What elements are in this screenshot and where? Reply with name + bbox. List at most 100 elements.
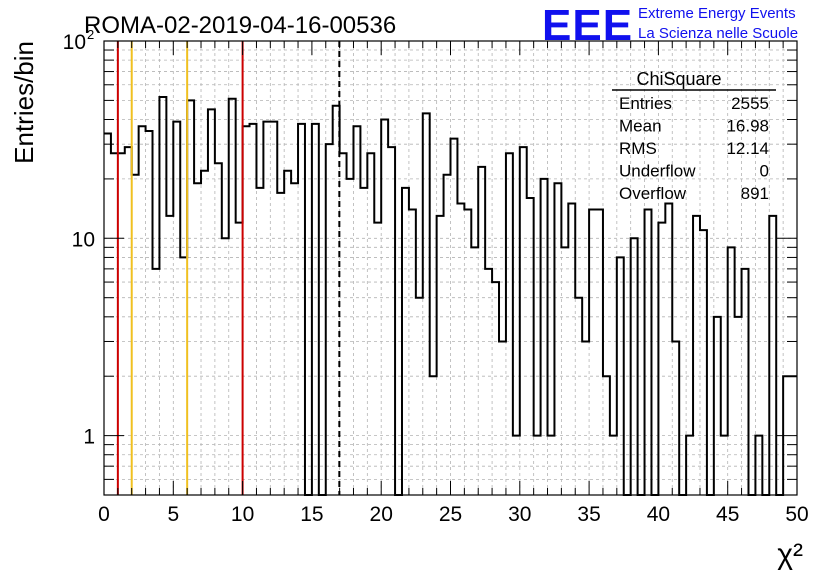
histogram-bin [263, 122, 270, 495]
histogram-bin [173, 122, 180, 495]
stats-row-label: RMS [619, 139, 657, 158]
histogram-bin [527, 198, 534, 495]
histogram-bin [243, 126, 250, 495]
histogram-bin [340, 153, 347, 495]
stats-row-label: Overflow [619, 184, 687, 203]
x-tick-label: 40 [647, 503, 670, 526]
histogram-bin [388, 147, 395, 495]
histogram-bin [603, 376, 610, 495]
histogram-bin [409, 209, 416, 495]
eee-logo: EEE Extreme Energy Events La Scienza nel… [542, 1, 798, 50]
histogram-bin [298, 124, 305, 495]
x-tick-label: 30 [508, 503, 531, 526]
x-tick-label: 35 [577, 503, 600, 526]
stats-row-label: Underflow [619, 162, 696, 181]
x-tick-label: 5 [167, 503, 179, 526]
histogram-bin [430, 376, 437, 495]
histogram-bin [735, 317, 742, 495]
histogram-bin [312, 124, 319, 495]
histogram-bin [159, 97, 166, 495]
histogram-bin [596, 209, 603, 495]
histogram-bin [353, 126, 360, 495]
histogram-bin [617, 257, 624, 495]
histogram-bin [554, 183, 561, 495]
vertical-lines-layer [116, 41, 341, 495]
eee-logo-line2: La Scienza nelle Scuole [638, 25, 798, 42]
x-tick-label: 10 [231, 503, 254, 526]
histogram-bin [755, 436, 762, 495]
eee-logo-mark: EEE [542, 1, 633, 50]
histogram-bin [451, 139, 458, 495]
histogram-bin [374, 223, 381, 495]
histogram-bin [457, 204, 464, 495]
stats-row-label: Mean [619, 117, 662, 136]
histogram-bin [534, 436, 541, 495]
histogram-bin [187, 100, 194, 495]
histogram-bin [360, 188, 367, 495]
histogram-bin [665, 204, 672, 495]
histogram-bin [291, 183, 298, 495]
histogram-bin [347, 179, 354, 495]
x-tick-label: 0 [98, 503, 110, 526]
histogram-bin [714, 317, 721, 495]
histogram-bin [444, 175, 451, 495]
histogram-bin [506, 153, 513, 495]
stats-rows: Entries 2555 Mean 16.98 RMS 12.14 Underflow 0 Ov… [619, 94, 769, 203]
x-tick-label: 25 [439, 503, 462, 526]
x-axis-title: χ² [777, 538, 803, 571]
histogram-bin [464, 209, 471, 495]
histogram-bin [423, 113, 430, 495]
histogram-bin [146, 131, 153, 495]
histogram-bin [229, 99, 236, 495]
histogram-bin [194, 183, 201, 495]
histogram-bin [125, 147, 132, 495]
y-tick-label: 10 [72, 228, 95, 251]
histogram-bin [208, 109, 215, 495]
axis-ticks [103, 40, 798, 496]
histogram-bin [326, 144, 333, 495]
histogram-bin [236, 223, 243, 495]
x-tick-label: 50 [785, 503, 808, 526]
y-tick-label: 10 [63, 31, 86, 54]
stats-row-value: 12.14 [726, 139, 769, 158]
histogram-bin [478, 167, 485, 495]
histogram-bin [222, 238, 229, 495]
histogram-bin [111, 153, 118, 495]
histogram-bin [589, 209, 596, 495]
histogram-bin [277, 193, 284, 495]
histogram-bin [139, 126, 146, 495]
histogram-bin [686, 436, 693, 495]
stats-row-value: 891 [741, 184, 769, 203]
histogram-bin [215, 163, 222, 495]
histogram-outline [104, 96, 797, 496]
histogram-bin [742, 269, 749, 495]
histogram-bin [645, 209, 652, 495]
histogram-bin [437, 216, 444, 495]
histogram-bin [485, 269, 492, 495]
histogram-bin [769, 216, 776, 495]
histogram-bin [132, 175, 139, 495]
histogram-bin [658, 223, 665, 495]
stats-row-label: Entries [619, 94, 672, 113]
histogram-bin [416, 298, 423, 495]
histogram-bin [672, 341, 679, 495]
histogram-bin [118, 153, 125, 495]
x-tick-label: 15 [300, 503, 323, 526]
histogram-bin [180, 257, 187, 495]
histogram-bin [492, 282, 499, 495]
histogram-bin [728, 247, 735, 495]
y-axis-title: Entries/bin [9, 41, 39, 164]
histogram-bin [284, 171, 291, 495]
x-tick-label: 45 [716, 503, 739, 526]
histogram-bin [721, 436, 728, 495]
histogram-layer [104, 96, 797, 496]
histogram-bin [610, 436, 617, 495]
stats-box: ChiSquare Entries 2555 Mean 16.98 RMS 12.14 Un… [612, 69, 776, 203]
y-tick-label-exponent: 2 [87, 27, 94, 42]
histogram-bin [520, 147, 527, 495]
histogram-bin [153, 269, 160, 495]
histogram-bin [561, 247, 568, 495]
histogram-bin [104, 133, 111, 495]
histogram-bin [471, 247, 478, 495]
